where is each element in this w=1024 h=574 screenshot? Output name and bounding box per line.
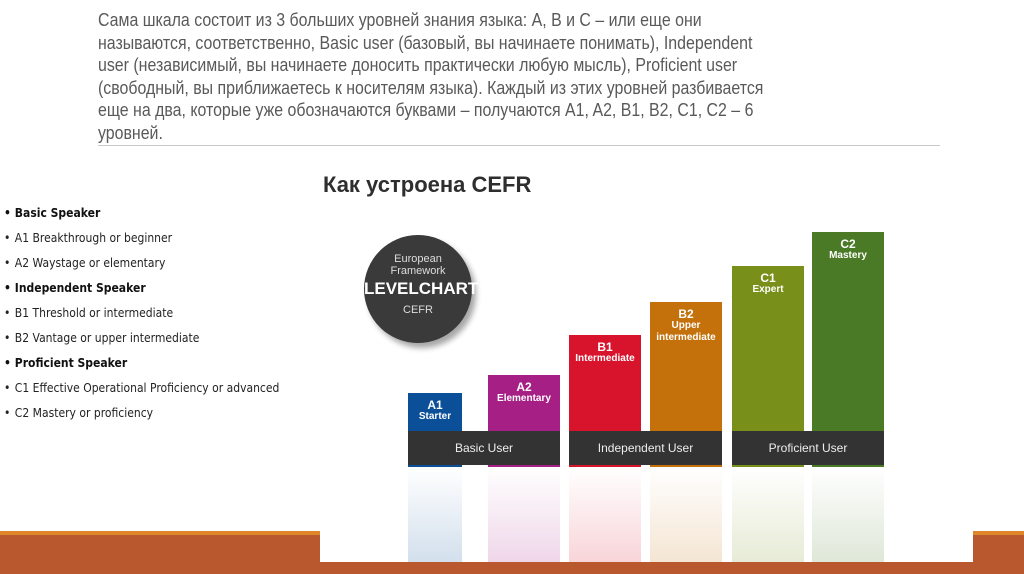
paragraph-line: (свободный, вы приближаетесь к носителям… (98, 76, 764, 98)
group-label: Basic User (408, 431, 560, 465)
badge-line: CEFR (403, 304, 433, 316)
level-name: Mastery (829, 250, 867, 261)
group-label: Proficient User (732, 431, 884, 465)
levelchart-badge: European Framework LEVELCHART CEFR (364, 235, 479, 343)
badge-line: European (394, 253, 442, 265)
badge-line: Framework (390, 265, 446, 277)
intro-paragraph: Сама шкала состоит из 3 больших уровней … (98, 9, 998, 145)
cefr-figure: Как устроена CEFR European Framework LEV… (320, 158, 973, 562)
list-item: Basic Speaker (4, 203, 279, 228)
paragraph-line: user (независимый, вы начинаете доносить… (98, 54, 738, 76)
level-code: A1 (427, 398, 443, 412)
bar-reflection (732, 467, 804, 562)
badge-title: LEVELCHART (364, 279, 479, 298)
level-name: Starter (418, 411, 452, 422)
bar-reflection (812, 467, 884, 562)
paragraph-line: еще на два, которые уже обозначаются бук… (98, 99, 754, 121)
paragraph-line: уровней. (98, 121, 163, 143)
level-name: Intermediate (575, 353, 635, 364)
list-item: Independent Speaker (4, 278, 279, 303)
level-name: Expert (752, 284, 784, 295)
list-item: B2 Vantage or upper intermediate (4, 328, 279, 353)
paragraph-line: Сама шкала состоит из 3 больших уровней … (98, 9, 702, 30)
level-list: Basic Speaker A1 Breakthrough or beginne… (4, 203, 310, 428)
list-item: C2 Mastery or proficiency (4, 403, 279, 428)
level-code: A2 (516, 380, 532, 394)
list-item: A1 Breakthrough or beginner (4, 228, 279, 253)
bar-reflection (488, 467, 560, 562)
bar-reflection (569, 467, 641, 562)
list-item: B1 Threshold or intermediate (4, 303, 279, 328)
level-code: C2 (840, 237, 856, 251)
bar-reflection (650, 467, 722, 562)
level-bar-c2: C2 Mastery (812, 232, 884, 467)
group-label: Independent User (569, 431, 722, 465)
level-name: Elementary (497, 393, 551, 404)
list-item: A2 Waystage or elementary (4, 253, 279, 278)
level-code: B2 (678, 307, 694, 321)
figure-title: Как устроена CEFR (323, 172, 532, 197)
level-code: B1 (597, 340, 613, 354)
list-item: Proficient Speaker (4, 353, 279, 378)
bar-reflection (408, 467, 462, 562)
level-name: Upper intermediate (656, 320, 716, 343)
level-code: C1 (760, 271, 776, 285)
paragraph-line: называются, соответственно, Basic user (… (98, 31, 753, 53)
divider (98, 145, 940, 146)
list-item: C1 Effective Operational Proficiency or … (4, 378, 280, 403)
